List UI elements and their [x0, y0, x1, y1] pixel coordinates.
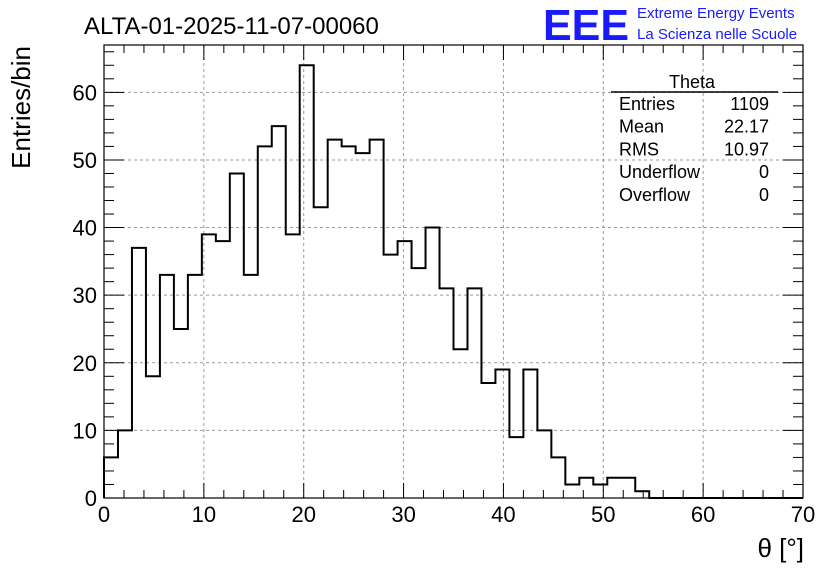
- stats-label: Underflow: [619, 162, 701, 182]
- x-tick-label: 0: [98, 502, 110, 527]
- y-tick-label: 50: [73, 148, 97, 173]
- y-tick-label: 20: [73, 351, 97, 376]
- y-tick-label: 60: [73, 80, 97, 105]
- x-tick-label: 70: [791, 502, 815, 527]
- y-tick-label: 30: [73, 283, 97, 308]
- eee-logo: EEE Extreme Energy Events La Scienza nel…: [543, 1, 797, 50]
- stats-title: Theta: [669, 72, 716, 92]
- eee-logo-line1: Extreme Energy Events: [637, 5, 795, 22]
- eee-logo-mark: EEE: [543, 1, 629, 50]
- stats-label: Mean: [619, 117, 664, 137]
- x-tick-label: 40: [491, 502, 515, 527]
- histogram-outline: [103, 64, 803, 499]
- x-axis-label: θ [°]: [757, 533, 804, 563]
- chart-title: ALTA-01-2025-11-07-00060: [84, 13, 379, 40]
- stats-value: 22.17: [724, 117, 769, 137]
- y-tick-label: 0: [85, 486, 97, 511]
- grid-lines: [104, 45, 803, 498]
- eee-logo-line2: La Scienza nelle Scuole: [637, 26, 797, 43]
- y-tick-label: 10: [73, 418, 97, 443]
- stats-value: 0: [759, 162, 769, 182]
- plot-frame: [103, 44, 804, 499]
- stats-value: 1109: [730, 94, 769, 114]
- y-tick-label: 40: [73, 216, 97, 241]
- stats-label: RMS: [619, 139, 659, 159]
- x-tick-label: 10: [192, 502, 216, 527]
- x-tick-label: 50: [591, 502, 615, 527]
- x-tick-label: 20: [291, 502, 315, 527]
- y-axis-label: Entries/bin: [6, 46, 36, 169]
- stats-value: 0: [759, 185, 769, 205]
- stats-label: Overflow: [619, 185, 691, 205]
- axis-ticks: [103, 45, 804, 499]
- x-tick-label: 30: [391, 502, 415, 527]
- stats-box: Theta Entries 1109 Mean 22.17 RMS 10.97 Underf…: [611, 72, 778, 205]
- x-tick-label: 60: [691, 502, 715, 527]
- stats-label: Entries: [619, 94, 675, 114]
- stats-value: 10.97: [724, 139, 769, 159]
- axis-tick-labels: 0 10 20 30 40 50 60 70 0 10 20 30 40 50 60: [73, 80, 816, 527]
